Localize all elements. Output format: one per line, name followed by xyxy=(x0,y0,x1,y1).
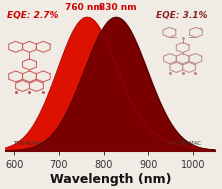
X-axis label: Wavelength (nm): Wavelength (nm) xyxy=(50,173,171,186)
Text: EQE: 2.7%: EQE: 2.7% xyxy=(8,11,59,20)
Text: 760 nm: 760 nm xyxy=(65,3,102,12)
Text: 830 nm: 830 nm xyxy=(99,3,137,12)
Text: TTM-3PDMAC: TTM-3PDMAC xyxy=(165,141,201,146)
Text: EQE: 3.1%: EQE: 3.1% xyxy=(157,11,208,20)
Text: TTM-PDMAC: TTM-PDMAC xyxy=(13,141,46,146)
